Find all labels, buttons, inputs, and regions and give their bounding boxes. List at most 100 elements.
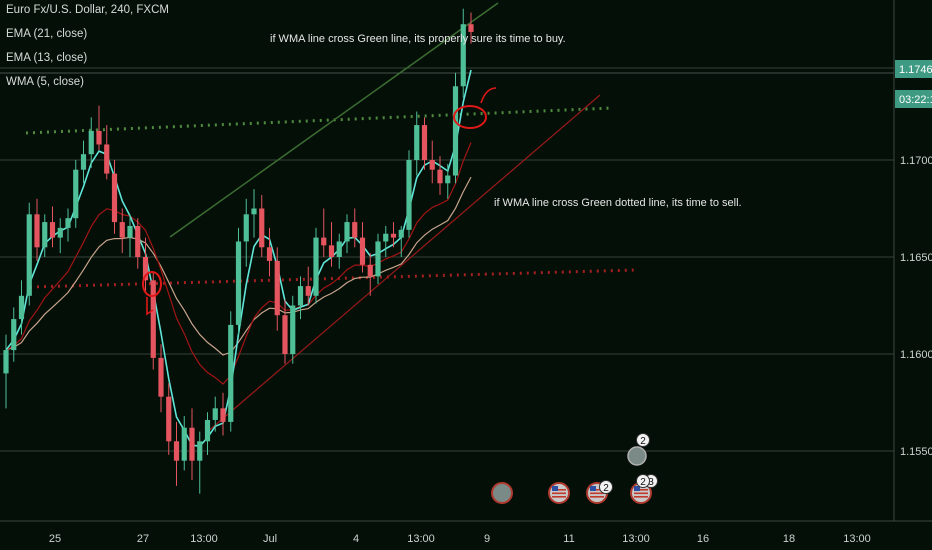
flag-canton: [590, 486, 596, 491]
candle-body[interactable]: [445, 175, 451, 184]
candle-body[interactable]: [204, 419, 211, 442]
candle-body[interactable]: [336, 241, 342, 257]
candle-body[interactable]: [65, 218, 71, 228]
event-count-badge[interactable]: [636, 433, 650, 447]
candle-body[interactable]: [398, 229, 404, 238]
flag-stripe: [590, 492, 604, 495]
red-trend-line[interactable]: [205, 94, 601, 434]
time-tick-label: 11: [563, 533, 574, 545]
candle-body[interactable]: [57, 227, 63, 238]
candle-body[interactable]: [150, 280, 156, 358]
candle-body[interactable]: [49, 222, 56, 238]
last-price-badge[interactable]: [895, 60, 932, 78]
globe-event-icon[interactable]: [491, 482, 513, 504]
candle-body[interactable]: [390, 233, 397, 238]
price-tick-label: 1.16500: [900, 252, 932, 264]
candle-body[interactable]: [328, 245, 335, 257]
candle-body[interactable]: [460, 24, 466, 87]
globe-event-icon[interactable]: [627, 446, 647, 466]
candle-body[interactable]: [359, 237, 366, 265]
candle-body[interactable]: [352, 222, 358, 238]
candle-body[interactable]: [181, 427, 187, 461]
candle-body[interactable]: [34, 214, 40, 248]
candle-body[interactable]: [142, 257, 149, 281]
event-count-label: 3: [648, 477, 654, 488]
candle-body[interactable]: [305, 286, 311, 296]
candle-body[interactable]: [104, 144, 110, 174]
buy-annotation[interactable]: if WMA line cross Green line, its proper…: [270, 33, 566, 45]
candle-body[interactable]: [468, 24, 474, 32]
candle-body[interactable]: [321, 237, 327, 246]
candle-body[interactable]: [235, 241, 242, 325]
candle-body[interactable]: [73, 169, 79, 219]
candle-body[interactable]: [406, 160, 412, 230]
flag-stripe: [552, 496, 566, 498]
candle-body[interactable]: [80, 154, 87, 170]
candle-body[interactable]: [367, 264, 373, 277]
event-count-badge[interactable]: [636, 474, 650, 488]
candle-body[interactable]: [297, 286, 304, 306]
candle-body[interactable]: [344, 222, 350, 242]
flag-stripe: [634, 489, 648, 491]
candle-body[interactable]: [42, 222, 48, 248]
candle-body[interactable]: [135, 225, 141, 257]
red-dotted-line[interactable]: [29, 268, 637, 289]
candle-body[interactable]: [259, 208, 265, 248]
candle-body[interactable]: [119, 222, 125, 238]
candle-body[interactable]: [212, 408, 218, 420]
time-tick-label: 27: [137, 533, 149, 545]
candle-body[interactable]: [421, 125, 428, 160]
candle-body[interactable]: [18, 295, 25, 320]
flag-stripe: [634, 492, 648, 495]
sell-arrow-icon: [146, 297, 154, 316]
legend-ema21[interactable]: EMA (21, close): [6, 28, 88, 40]
candle-body[interactable]: [88, 130, 94, 155]
price-tick-label: 1.15500: [900, 446, 932, 458]
candle-body[interactable]: [127, 225, 133, 238]
candle-body[interactable]: [290, 305, 296, 355]
time-axis[interactable]: 25 27 13:00 Jul 4 13:00 9 11 13:00 16 18 13:00: [49, 533, 871, 545]
candle-body[interactable]: [158, 357, 164, 397]
ema21-line[interactable]: [5, 176, 472, 356]
candle-body[interactable]: [243, 214, 249, 242]
candle-body[interactable]: [313, 237, 319, 296]
candle-body[interactable]: [189, 427, 195, 461]
candle-body[interactable]: [197, 441, 203, 461]
candle-body[interactable]: [26, 214, 32, 296]
candle-body[interactable]: [220, 408, 226, 422]
candle-body[interactable]: [274, 260, 280, 316]
buy-arrow-icon: [480, 87, 497, 104]
candle-body[interactable]: [429, 160, 435, 170]
legend-wma5[interactable]: WMA (5, close): [6, 76, 84, 88]
price-axis[interactable]: 1.17000 1.16500 1.16000 1.15500: [900, 155, 932, 458]
candle-body[interactable]: [266, 247, 273, 261]
time-tick-label: 18: [783, 533, 795, 545]
candle-body[interactable]: [11, 319, 17, 351]
sell-annotation[interactable]: if WMA line cross Green dotted line, its…: [494, 197, 742, 209]
flag-stripe: [634, 496, 648, 498]
candle-body[interactable]: [437, 169, 443, 184]
candle-body[interactable]: [3, 350, 9, 374]
candle-body[interactable]: [452, 86, 459, 176]
candle-body[interactable]: [282, 315, 288, 354]
chart-title[interactable]: Euro Fx/U.S. Dollar, 240, FXCM: [6, 4, 169, 16]
legend-ema13[interactable]: EMA (13, close): [6, 52, 88, 64]
countdown-label: 03:22:11: [899, 94, 932, 106]
green-trend-line[interactable]: [169, 2, 499, 238]
candle-body[interactable]: [166, 396, 172, 442]
candle-body[interactable]: [173, 441, 180, 461]
flag-canton: [552, 486, 558, 491]
candle-body[interactable]: [251, 208, 257, 215]
grid: [0, 67, 894, 452]
price-badges: 1.17465 03:22:11: [895, 60, 932, 108]
candle-body[interactable]: [375, 241, 381, 277]
candle-body[interactable]: [96, 130, 102, 145]
event-count-badge[interactable]: [599, 480, 613, 494]
candle-body[interactable]: [111, 173, 118, 223]
candle-body[interactable]: [228, 324, 234, 422]
countdown-badge[interactable]: [895, 90, 932, 108]
candle-body[interactable]: [414, 125, 420, 160]
ema13-line[interactable]: [5, 142, 472, 385]
candle-body[interactable]: [383, 233, 389, 242]
